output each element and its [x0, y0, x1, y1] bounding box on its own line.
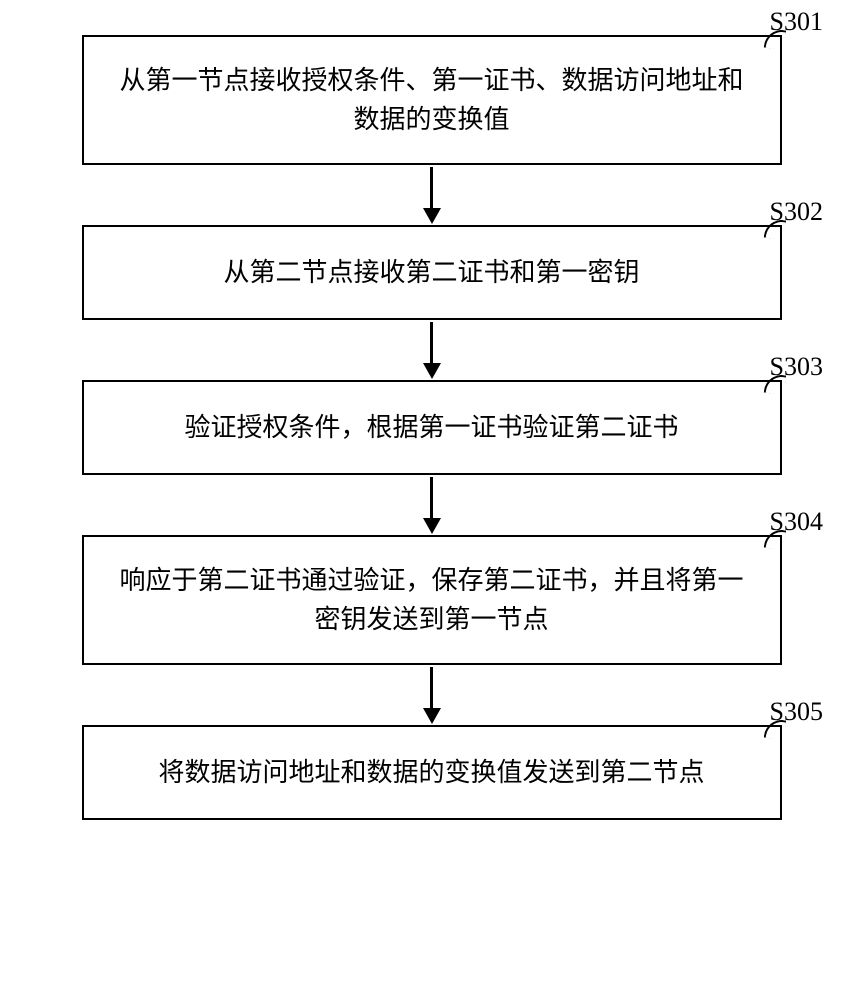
step-container-3: S303 验证授权条件，根据第一证书验证第二证书 [0, 380, 863, 475]
step-container-2: S302 从第二节点接收第二证书和第一密钥 [0, 225, 863, 320]
step-label-s304: S304 [770, 507, 823, 537]
arrow-head [423, 518, 441, 534]
arrow-line [430, 167, 433, 209]
step-label-s305: S305 [770, 697, 823, 727]
step-box-s304: 响应于第二证书通过验证，保存第二证书，并且将第一密钥发送到第一节点 [82, 535, 782, 665]
arrow-head [423, 363, 441, 379]
step-box-s305: 将数据访问地址和数据的变换值发送到第二节点 [82, 725, 782, 820]
step-text: 从第一节点接收授权条件、第一证书、数据访问地址和数据的变换值 [114, 61, 750, 139]
step-label-s302: S302 [770, 197, 823, 227]
step-text: 从第二节点接收第二证书和第一密钥 [223, 253, 639, 292]
step-container-5: S305 将数据访问地址和数据的变换值发送到第二节点 [0, 725, 863, 820]
step-text: 将数据访问地址和数据的变换值发送到第二节点 [158, 753, 704, 792]
arrow-1 [423, 165, 441, 225]
step-text: 验证授权条件，根据第一证书验证第二证书 [184, 408, 678, 447]
arrow-2 [423, 320, 441, 380]
arrow-line [430, 667, 433, 709]
step-label-s301: S301 [770, 7, 823, 37]
step-container-1: S301 从第一节点接收授权条件、第一证书、数据访问地址和数据的变换值 [0, 35, 863, 165]
step-box-s302: 从第二节点接收第二证书和第一密钥 [82, 225, 782, 320]
arrow-head [423, 708, 441, 724]
arrow-head [423, 208, 441, 224]
arrow-3 [423, 475, 441, 535]
step-box-s303: 验证授权条件，根据第一证书验证第二证书 [82, 380, 782, 475]
step-label-s303: S303 [770, 352, 823, 382]
step-box-s301: 从第一节点接收授权条件、第一证书、数据访问地址和数据的变换值 [82, 35, 782, 165]
arrow-line [430, 477, 433, 519]
arrow-4 [423, 665, 441, 725]
arrow-line [430, 322, 433, 364]
flowchart-container: S301 从第一节点接收授权条件、第一证书、数据访问地址和数据的变换值 S302… [0, 35, 863, 820]
step-text: 响应于第二证书通过验证，保存第二证书，并且将第一密钥发送到第一节点 [114, 561, 750, 639]
step-container-4: S304 响应于第二证书通过验证，保存第二证书，并且将第一密钥发送到第一节点 [0, 535, 863, 665]
